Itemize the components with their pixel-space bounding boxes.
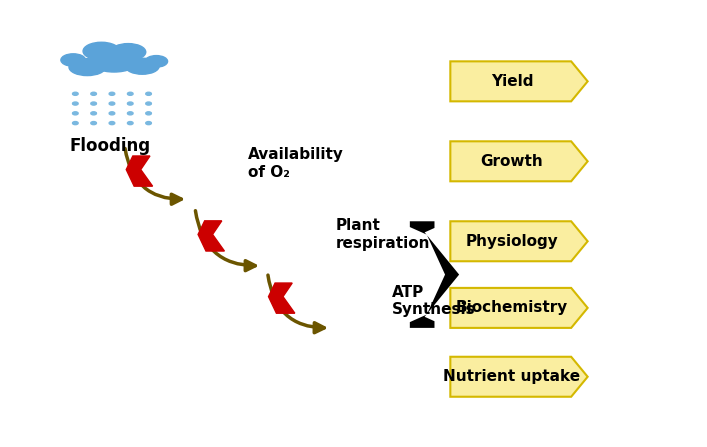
FancyArrowPatch shape (195, 211, 255, 271)
Ellipse shape (109, 112, 115, 115)
Polygon shape (198, 221, 224, 251)
Ellipse shape (109, 102, 115, 105)
Polygon shape (127, 156, 153, 186)
Ellipse shape (109, 92, 115, 95)
FancyArrowPatch shape (125, 148, 182, 204)
Ellipse shape (109, 122, 115, 125)
Ellipse shape (146, 92, 151, 95)
Ellipse shape (69, 59, 105, 76)
Text: Yield: Yield (491, 74, 533, 89)
Ellipse shape (146, 102, 151, 105)
PathPatch shape (410, 221, 459, 328)
Ellipse shape (73, 122, 78, 125)
Ellipse shape (90, 92, 96, 95)
Ellipse shape (145, 55, 168, 67)
Text: Growth: Growth (481, 154, 543, 169)
Ellipse shape (90, 51, 138, 72)
Ellipse shape (90, 112, 96, 115)
Ellipse shape (90, 122, 96, 125)
Text: Availability
of O₂: Availability of O₂ (248, 148, 344, 180)
Ellipse shape (127, 92, 133, 95)
Polygon shape (269, 283, 295, 313)
Ellipse shape (125, 58, 159, 74)
Ellipse shape (127, 112, 133, 115)
Ellipse shape (83, 42, 119, 60)
Ellipse shape (146, 112, 151, 115)
Polygon shape (450, 61, 588, 101)
Polygon shape (450, 221, 588, 261)
Text: Physiology: Physiology (466, 234, 559, 249)
FancyArrowPatch shape (268, 275, 325, 333)
Text: ATP
Synthesis: ATP Synthesis (392, 285, 476, 317)
Polygon shape (450, 357, 588, 397)
Ellipse shape (110, 44, 146, 60)
Ellipse shape (61, 54, 86, 66)
Text: Plant
respiration: Plant respiration (336, 219, 431, 251)
Text: Biochemistry: Biochemistry (456, 300, 568, 316)
Text: Flooding: Flooding (70, 137, 151, 155)
Polygon shape (450, 288, 588, 328)
Ellipse shape (90, 102, 96, 105)
Polygon shape (450, 141, 588, 181)
Ellipse shape (146, 122, 151, 125)
Ellipse shape (127, 122, 133, 125)
Ellipse shape (73, 92, 78, 95)
Ellipse shape (73, 112, 78, 115)
Text: Nutrient uptake: Nutrient uptake (443, 369, 580, 384)
Ellipse shape (127, 102, 133, 105)
Ellipse shape (73, 102, 78, 105)
